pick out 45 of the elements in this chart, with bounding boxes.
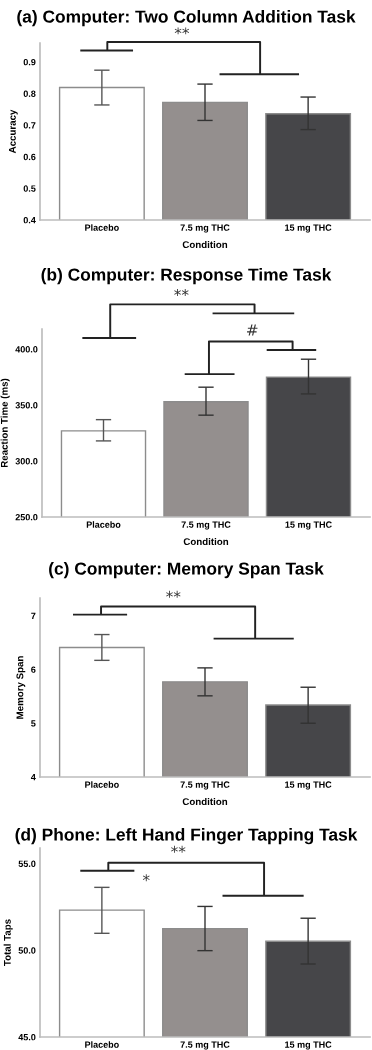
x-tick-label: 7.5 mg THC <box>180 224 230 233</box>
text: ** <box>166 590 181 598</box>
chart-title: (d) Phone: Left Hand Finger Tapping Task <box>15 828 358 845</box>
y-tick-label: 0.7 <box>23 122 36 129</box>
text: ** <box>174 27 190 35</box>
x-axis-title: Condition <box>182 797 228 806</box>
x-tick-label: 15 mg THC <box>285 224 332 233</box>
x-tick-label: 15 mg THC <box>285 781 332 790</box>
y-tick-label: 0.9 <box>23 58 36 66</box>
x-tick-label: 15 mg THC <box>285 521 332 530</box>
y-axis-title: Accuracy <box>9 109 18 154</box>
y-tick-label: 45.0 <box>18 1033 36 1041</box>
chart-title: (b) Computer: Response Time Task <box>41 268 332 285</box>
y-tick-label: 250.0 <box>15 513 38 521</box>
y-tick-label: 50.0 <box>18 947 36 954</box>
text: ** <box>174 289 189 297</box>
y-tick-label: 0.6 <box>23 153 36 161</box>
chart-title: (a) Computer: Two Column Addition Task <box>17 10 356 27</box>
x-axis-title: Condition <box>183 537 229 546</box>
x-tick-label: 7.5 mg THC <box>180 781 230 790</box>
x-tick-label: 7.5 mg THC <box>180 1041 230 1050</box>
x-tick-label: 15 mg THC <box>285 1041 332 1050</box>
y-tick-label: 300.0 <box>15 458 38 465</box>
x-tick-label: Placebo <box>85 224 119 231</box>
x-axis-title: Condition <box>182 240 228 249</box>
y-axis-title: Memory Span <box>16 656 26 719</box>
x-tick-label: Placebo <box>86 521 121 528</box>
y-tick-label: 5 <box>31 720 36 727</box>
x-tick-label: Placebo <box>85 1041 119 1048</box>
y-tick-label: 4 <box>30 774 36 781</box>
y-tick-label: 400.0 <box>15 346 38 353</box>
annotation: ** <box>171 845 186 853</box>
y-axis-title: Reaction Time (ms) <box>0 378 10 468</box>
y-tick-label: 7 <box>31 612 36 620</box>
chart-title: (c) Computer: Memory Span Task <box>49 562 324 579</box>
annotation: # <box>247 324 258 336</box>
y-tick-label: 350.0 <box>15 402 38 409</box>
x-tick-label: 7.5 mg THC <box>181 521 231 530</box>
y-tick-label: 6 <box>31 666 36 673</box>
y-axis-title: Total Taps <box>3 919 13 966</box>
x-tick-label: Placebo <box>85 781 119 788</box>
y-tick-label: 55.0 <box>18 860 36 867</box>
y-tick-label: 0.5 <box>23 185 36 192</box>
y-tick-label: 0.4 <box>23 216 36 224</box>
y-tick-label: 0.8 <box>23 90 36 97</box>
